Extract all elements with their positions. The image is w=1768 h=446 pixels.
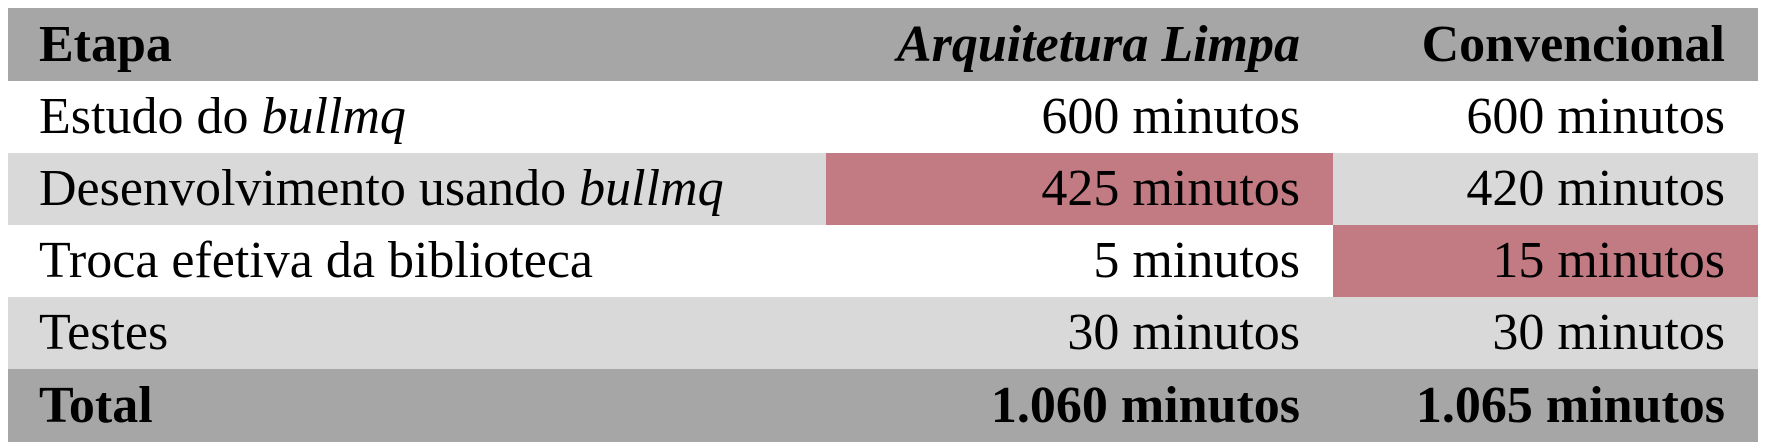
comparison-table: Etapa Arquitetura Limpa Convencional Est… xyxy=(8,8,1758,442)
header-conventional: Convencional xyxy=(1421,15,1725,73)
table-row: Testes 30 minutos 30 minutos xyxy=(8,297,1758,369)
table-row: Desenvolvimento usando bullmq 425 minuto… xyxy=(8,153,1758,225)
stage-cell: Estudo do bullmq xyxy=(8,81,826,153)
stage-library-name: bullmq xyxy=(261,88,406,145)
clean-architecture-cell: 30 minutos xyxy=(1067,304,1300,361)
stage-text: Troca efetiva da biblioteca xyxy=(39,232,593,289)
stage-cell: Testes xyxy=(8,297,826,369)
conventional-cell: 420 minutos xyxy=(1466,160,1725,217)
header-stage: Etapa xyxy=(39,15,172,73)
stage-text: Desenvolvimento usando xyxy=(39,160,567,217)
table-total-row: Total 1.060 minutos 1.065 minutos xyxy=(8,369,1758,442)
total-conventional: 1.065 minutos xyxy=(1415,376,1725,434)
table-header-row: Etapa Arquitetura Limpa Convencional xyxy=(8,8,1758,81)
stage-library-name: bullmq xyxy=(579,160,724,217)
stage-text: Testes xyxy=(39,304,169,361)
conventional-cell: 600 minutos xyxy=(1466,88,1725,145)
clean-architecture-cell: 5 minutos xyxy=(1093,232,1300,289)
total-clean-architecture: 1.060 minutos xyxy=(990,376,1300,434)
table-row: Estudo do bullmq 600 minutos 600 minutos xyxy=(8,81,1758,153)
total-label: Total xyxy=(39,376,153,434)
clean-architecture-cell: 600 minutos xyxy=(1041,88,1300,145)
conventional-cell-highlighted: 15 minutos xyxy=(1333,225,1758,297)
stage-cell: Troca efetiva da biblioteca xyxy=(8,225,826,297)
header-clean-architecture: Arquitetura Limpa xyxy=(896,15,1300,73)
table-row: Troca efetiva da biblioteca 5 minutos 15… xyxy=(8,225,1758,297)
stage-text: Estudo do xyxy=(39,88,249,145)
clean-architecture-cell-highlighted: 425 minutos xyxy=(826,153,1333,225)
conventional-cell: 30 minutos xyxy=(1492,304,1725,361)
stage-cell: Desenvolvimento usando bullmq xyxy=(8,153,826,225)
